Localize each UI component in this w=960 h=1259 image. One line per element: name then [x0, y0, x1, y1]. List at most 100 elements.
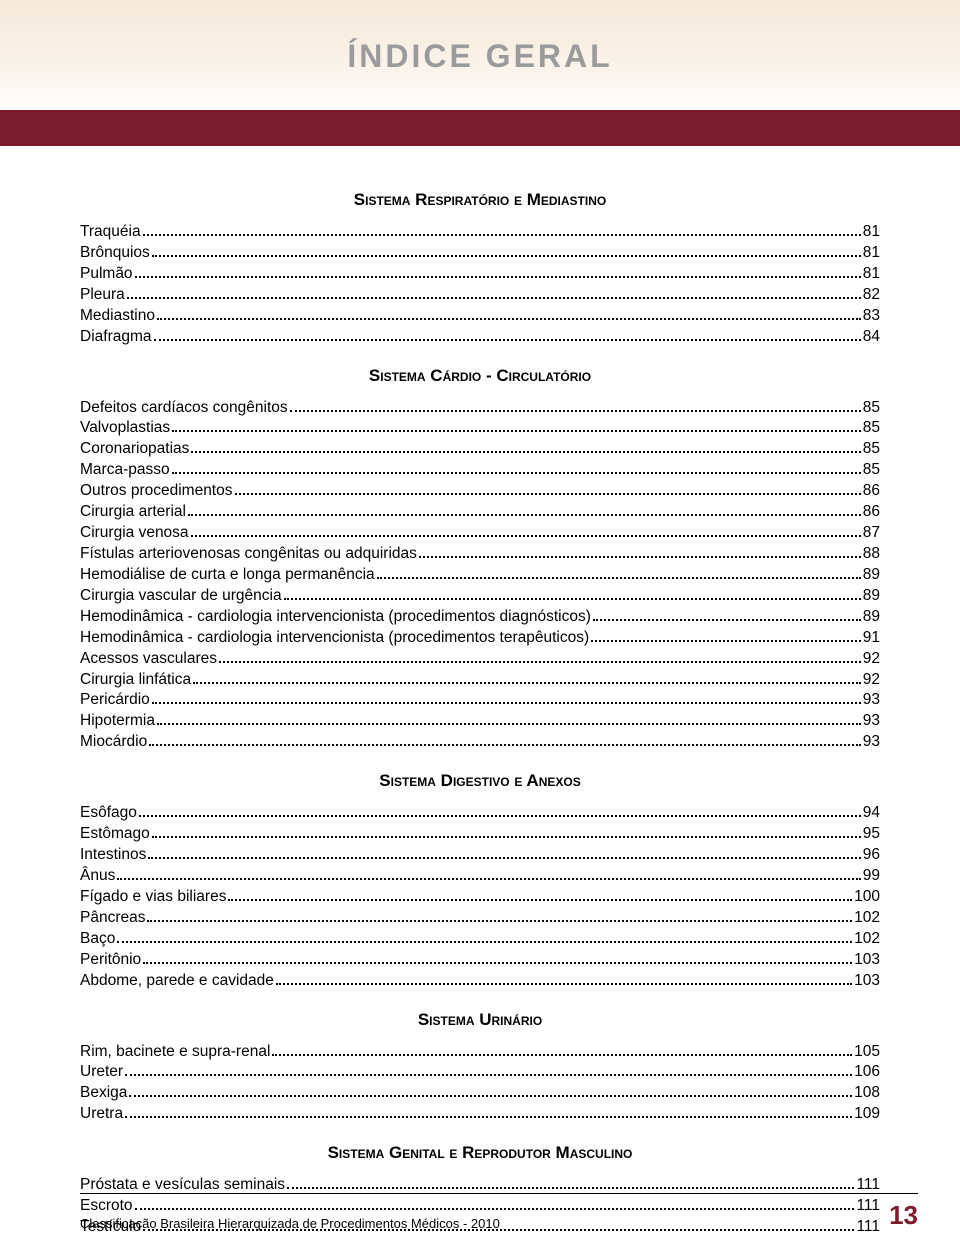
toc-page-number: 106: [854, 1062, 880, 1083]
toc-label: Diafragma: [80, 327, 152, 348]
toc-line: Cirurgia arterial 86: [80, 502, 880, 523]
toc-label: Estômago: [80, 824, 150, 845]
toc-leader-dots: [117, 941, 852, 943]
toc-page-number: 102: [854, 929, 880, 950]
toc-line: Hipotermia93: [80, 711, 880, 732]
toc-page-number: 96: [863, 845, 880, 866]
toc-label: Valvoplastias: [80, 418, 170, 439]
toc-leader-dots: [272, 1054, 852, 1056]
toc-line: Pleura82: [80, 285, 880, 306]
toc-page-number: 83: [863, 306, 880, 327]
toc-page-number: 85: [863, 418, 880, 439]
accent-bar: [0, 110, 960, 146]
toc-leader-dots: [139, 815, 861, 817]
toc-line: Estômago95: [80, 824, 880, 845]
toc-line: Hemodinâmica - cardiologia intervencioni…: [80, 628, 880, 649]
toc-leader-dots: [284, 598, 861, 600]
toc-page-number: 93: [863, 711, 880, 732]
toc-label: Pleura: [80, 285, 125, 306]
toc-label: Brônquios: [80, 243, 150, 264]
toc-leader-dots: [149, 744, 861, 746]
toc-line: Ureter 106: [80, 1062, 880, 1083]
toc-page-number: 108: [854, 1083, 880, 1104]
toc-line: Uretra109: [80, 1104, 880, 1125]
toc-label: Traquéia: [80, 222, 141, 243]
toc-leader-dots: [172, 472, 861, 474]
toc-line: Valvoplastias 85: [80, 418, 880, 439]
toc-line: Marca-passo 85: [80, 460, 880, 481]
toc-label: Esôfago: [80, 803, 137, 824]
toc-leader-dots: [276, 983, 852, 985]
toc-leader-dots: [143, 962, 852, 964]
toc-section: Esôfago94Estômago95Intestinos96Ânus99Fíg…: [80, 803, 880, 991]
toc-page-number: 87: [863, 523, 880, 544]
toc-line: Fístulas arteriovenosas congênitas ou ad…: [80, 544, 880, 565]
toc-label: Miocárdio: [80, 732, 147, 753]
toc-line: Cirurgia linfática 92: [80, 670, 880, 691]
toc-leader-dots: [147, 920, 852, 922]
toc-leader-dots: [125, 1116, 852, 1118]
toc-line: Traquéia 81: [80, 222, 880, 243]
toc-leader-dots: [143, 234, 861, 236]
toc-page-number: 93: [863, 732, 880, 753]
toc-content: Sistema Respiratório e Mediastino Traquéi…: [0, 146, 960, 1238]
toc-line: Brônquios 81: [80, 243, 880, 264]
toc-page-number: 89: [863, 607, 880, 628]
toc-page-number: 92: [863, 649, 880, 670]
toc-leader-dots: [188, 514, 861, 516]
toc-label: Ânus: [80, 866, 115, 887]
toc-page-number: 81: [863, 222, 880, 243]
toc-page-number: 86: [863, 502, 880, 523]
toc-leader-dots: [591, 640, 861, 642]
toc-line: Mediastino83: [80, 306, 880, 327]
toc-label: Cirurgia arterial: [80, 502, 186, 523]
toc-leader-dots: [117, 878, 860, 880]
toc-page-number: 89: [863, 565, 880, 586]
toc-label: Ureter: [80, 1062, 123, 1083]
toc-page-number: 92: [863, 670, 880, 691]
toc-label: Cirurgia venosa: [80, 523, 189, 544]
toc-label: Cirurgia linfática: [80, 670, 191, 691]
toc-page-number: 88: [863, 544, 880, 565]
toc-leader-dots: [148, 857, 860, 859]
toc-leader-dots: [125, 1074, 852, 1076]
toc-leader-dots: [377, 577, 861, 579]
toc-label: Acessos vasculares: [80, 649, 217, 670]
section-heading: Sistema Respiratório e Mediastino: [80, 190, 880, 210]
toc-page-number: 100: [854, 887, 880, 908]
toc-label: Baço: [80, 929, 115, 950]
toc-leader-dots: [152, 702, 861, 704]
page-title: ÍNDICE GERAL: [0, 38, 960, 75]
toc-line: Coronariopatias85: [80, 439, 880, 460]
toc-label: Marca-passo: [80, 460, 170, 481]
toc-page-number: 85: [863, 460, 880, 481]
toc-label: Intestinos: [80, 845, 146, 866]
toc-leader-dots: [228, 899, 852, 901]
toc-line: Cirurgia venosa 87: [80, 523, 880, 544]
toc-line: Hemodiálise de curta e longa permanência…: [80, 565, 880, 586]
toc-page-number: 94: [863, 803, 880, 824]
toc-label: Bexiga: [80, 1083, 127, 1104]
toc-page-number: 81: [863, 243, 880, 264]
toc-line: Fígado e vias biliares100: [80, 887, 880, 908]
toc-leader-dots: [191, 535, 861, 537]
footer-text: Classificação Brasileira Hierarquizada d…: [80, 1216, 500, 1231]
toc-label: Abdome, parede e cavidade: [80, 971, 274, 992]
toc-leader-dots: [129, 1095, 852, 1097]
toc-line: Peritônio103: [80, 950, 880, 971]
toc-label: Peritônio: [80, 950, 141, 971]
toc-line: Acessos vasculares 92: [80, 649, 880, 670]
toc-line: Pâncreas102: [80, 908, 880, 929]
toc-leader-dots: [419, 556, 861, 558]
toc-label: Outros procedimentos: [80, 481, 233, 502]
toc-line: Miocárdio 93: [80, 732, 880, 753]
section-heading: Sistema Genital e Reprodutor Masculino: [80, 1143, 880, 1163]
toc-section: Traquéia81Brônquios81Pulmão81Pleura82Med…: [80, 222, 880, 348]
toc-line: Rim, bacinete e supra-renal105: [80, 1042, 880, 1063]
toc-label: Pâncreas: [80, 908, 145, 929]
toc-leader-dots: [193, 682, 861, 684]
toc-label: Hemodiálise de curta e longa permanência: [80, 565, 375, 586]
toc-leader-dots: [290, 410, 861, 412]
toc-page-number: 105: [854, 1042, 880, 1063]
toc-line: Pulmão81: [80, 264, 880, 285]
